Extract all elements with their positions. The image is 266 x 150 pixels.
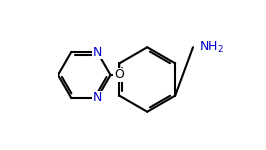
Text: N: N (93, 91, 102, 104)
Text: N: N (93, 46, 102, 59)
Text: NH$_2$: NH$_2$ (199, 40, 224, 55)
Text: O: O (114, 69, 124, 81)
